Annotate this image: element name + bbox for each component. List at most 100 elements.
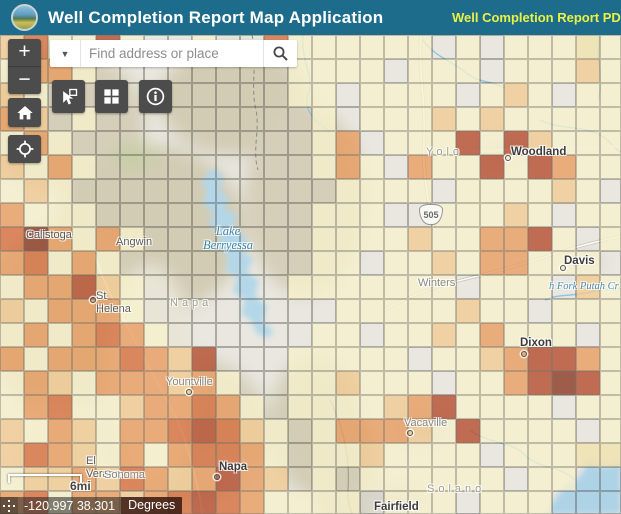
search-submit-button[interactable] [263, 40, 297, 67]
grid-cell [408, 275, 432, 299]
coordinates-unit[interactable]: Degrees [121, 497, 183, 514]
grid-cell [480, 299, 504, 323]
grid-cell [48, 347, 72, 371]
grid-cell [552, 299, 576, 323]
grid-cell [192, 491, 216, 514]
grid-cell [240, 299, 264, 323]
grid-cell [144, 467, 168, 491]
grid-cell [408, 179, 432, 203]
grid-cell [384, 227, 408, 251]
grid-cell [0, 203, 24, 227]
grid-cell [216, 155, 240, 179]
search-input[interactable] [81, 40, 263, 67]
grid-cell [360, 203, 384, 227]
info-button[interactable] [139, 80, 172, 113]
grid-cell [168, 443, 192, 467]
select-tool-button[interactable] [52, 80, 85, 113]
grid-cell [96, 395, 120, 419]
grid-cell [216, 299, 240, 323]
grid-cell [360, 131, 384, 155]
zoom-widget: + − [8, 39, 41, 94]
grid-cell [528, 443, 552, 467]
grid-cell [432, 347, 456, 371]
grid-cell [168, 179, 192, 203]
city-marker [186, 389, 192, 395]
grid-cell [96, 203, 120, 227]
grid-cell [72, 203, 96, 227]
grid-cell [480, 35, 504, 59]
grid-cell [552, 443, 576, 467]
grid-cell [600, 395, 621, 419]
grid-cell [552, 107, 576, 131]
grid-cell [168, 419, 192, 443]
app-title: Well Completion Report Map Application [48, 7, 384, 27]
grid-cell [576, 275, 600, 299]
grid-cell [384, 467, 408, 491]
grid-cell [456, 203, 480, 227]
grid-cell [192, 419, 216, 443]
home-button[interactable] [8, 98, 41, 127]
grid-cell [432, 155, 456, 179]
grid-cell [72, 251, 96, 275]
grid-cell [600, 227, 621, 251]
grid-cell [336, 443, 360, 467]
grid-cell [600, 59, 621, 83]
grid-cell [24, 227, 48, 251]
grid-cell [168, 323, 192, 347]
grid-cell [576, 299, 600, 323]
grid-cell [264, 443, 288, 467]
grid-cell [312, 155, 336, 179]
grid-cell [480, 347, 504, 371]
grid-cell [384, 131, 408, 155]
grid-cell [72, 179, 96, 203]
grid-cell [72, 155, 96, 179]
grid-cell [240, 371, 264, 395]
grid-cell [192, 227, 216, 251]
grid-cell [576, 347, 600, 371]
grid-cell [360, 179, 384, 203]
grid-cell [192, 203, 216, 227]
grid-cell [456, 155, 480, 179]
grid-cell [576, 323, 600, 347]
grid-cell [360, 467, 384, 491]
grid-cell [456, 467, 480, 491]
grid-cell [192, 275, 216, 299]
grid-cell [336, 83, 360, 107]
grid-cell [504, 131, 528, 155]
grid-cell [288, 467, 312, 491]
grid-cell [552, 491, 576, 514]
grid-cell [24, 467, 48, 491]
grid-cell [144, 419, 168, 443]
grid-cell [216, 203, 240, 227]
grid-cell [288, 419, 312, 443]
grid-cell [384, 275, 408, 299]
pdf-link[interactable]: Well Completion Report PDFs fo [452, 10, 621, 25]
grid-cell [456, 59, 480, 83]
grid-cell [432, 83, 456, 107]
info-icon [146, 87, 165, 106]
grid-cell [360, 59, 384, 83]
map-canvas[interactable]: Yolo Woodland Lake Berryessa Calistoga Angwi… [0, 35, 621, 514]
grid-cell [456, 275, 480, 299]
grid-cell [120, 275, 144, 299]
grid-cell [0, 227, 24, 251]
grid-cell [552, 419, 576, 443]
coordinates-icon[interactable] [0, 497, 18, 514]
locate-button[interactable] [8, 135, 41, 163]
grid-cell [600, 491, 621, 514]
grid-cell [0, 251, 24, 275]
search-dropdown-button[interactable]: ▼ [50, 40, 81, 67]
grid-cell [72, 467, 96, 491]
zoom-in-button[interactable]: + [8, 39, 41, 67]
grid-cell [600, 299, 621, 323]
grid-cell [48, 227, 72, 251]
grid-cell [552, 467, 576, 491]
grid-cell [336, 227, 360, 251]
grid-cell [24, 419, 48, 443]
zoom-out-button[interactable]: − [18, 68, 31, 91]
grid-cell [48, 203, 72, 227]
grid-cell [432, 395, 456, 419]
grid-cell [360, 395, 384, 419]
basemap-gallery-button[interactable] [95, 80, 128, 113]
grid-cell [600, 155, 621, 179]
